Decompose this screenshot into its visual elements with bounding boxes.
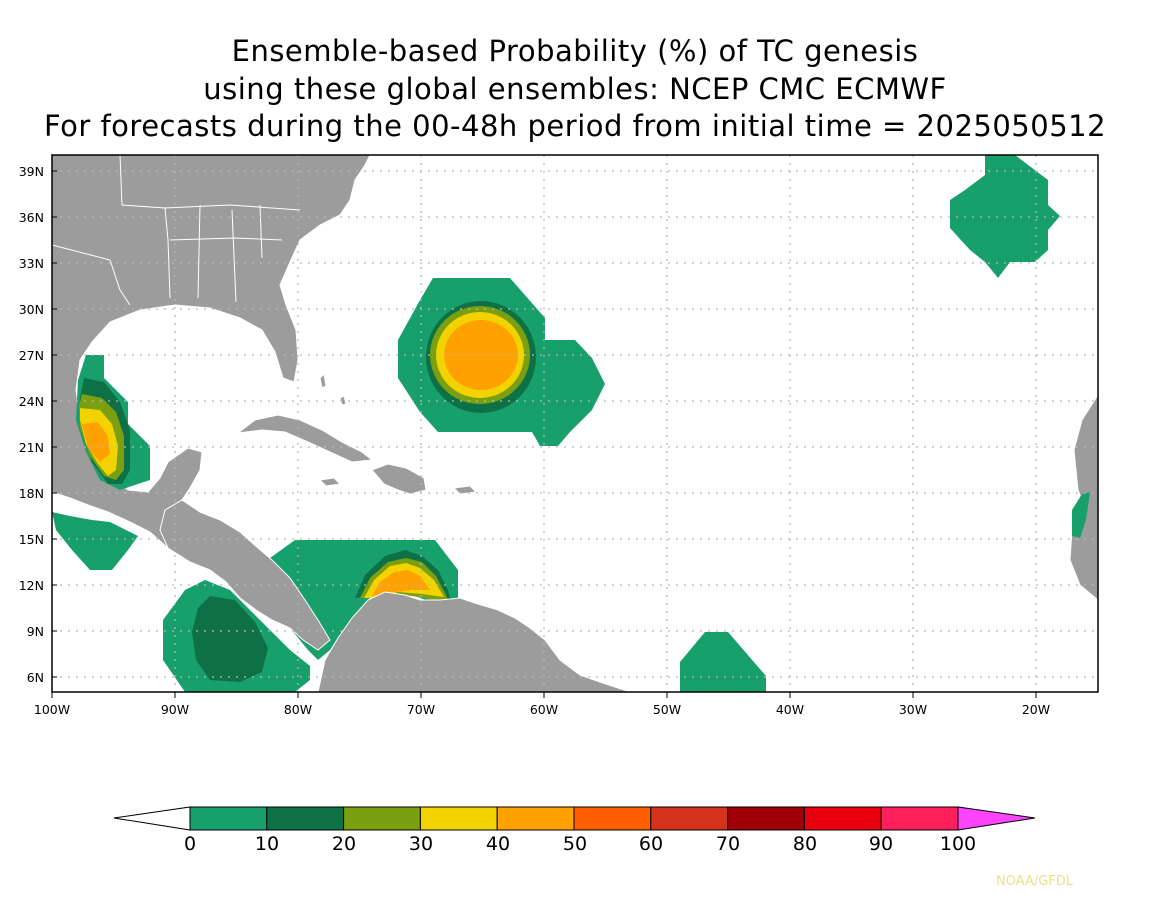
colorbar-label: 70	[716, 833, 740, 855]
colorbar-boxes	[189, 806, 959, 831]
lat-label: 36N	[19, 210, 44, 225]
east-pacific-genesis-region	[163, 580, 310, 692]
lon-label: 30W	[899, 702, 927, 717]
colorbar-swatch	[650, 806, 729, 831]
lon-label: 20W	[1022, 702, 1050, 717]
lon-label: 40W	[776, 702, 804, 717]
lat-label: 21N	[19, 440, 44, 455]
lon-label: 90W	[161, 702, 189, 717]
lon-label: 60W	[530, 702, 558, 717]
title-line-2: using these global ensembles: NCEP CMC E…	[203, 72, 947, 106]
colorbar-label: 30	[409, 833, 433, 855]
colorbar-swatch	[496, 806, 575, 831]
colorbar-label: 10	[255, 833, 279, 855]
colorbar-label: 20	[332, 833, 356, 855]
axis-ticks	[51, 170, 1037, 698]
hispaniola-land	[371, 463, 427, 495]
colorbar-label: 50	[563, 833, 587, 855]
lat-label: 39N	[19, 164, 44, 179]
colorbar-swatch	[803, 806, 882, 831]
colorbar-label: 40	[486, 833, 510, 855]
lat-label: 12N	[19, 578, 44, 593]
colorbar-swatch	[189, 806, 268, 831]
colorbar-label: 80	[793, 833, 817, 855]
jamaica-land	[318, 477, 342, 487]
lat-label: 9N	[27, 624, 44, 639]
title-line-3: For forecasts during the 00-48h period f…	[43, 109, 1107, 143]
latitude-labels: 39N 36N 33N 30N 27N 24N 21N 18N 15N 12N …	[19, 164, 44, 685]
tropical-atlantic-genesis-region	[680, 632, 766, 692]
gulf-mexico-genesis-region	[76, 355, 150, 490]
cuba-land	[236, 414, 374, 463]
colorbar-label: 60	[639, 833, 663, 855]
lat-label: 30N	[19, 302, 44, 317]
colorbar-swatch	[266, 806, 345, 831]
title-line-1: Ensemble-based Probability (%) of TC gen…	[231, 34, 919, 68]
atlantic-genesis-region	[398, 278, 605, 446]
pacific-mexico-genesis-region	[52, 512, 138, 570]
lat-label: 33N	[19, 256, 44, 271]
lon-label: 80W	[284, 702, 312, 717]
colorbar-over-triangle	[957, 806, 1036, 831]
colorbar-labels: 0 10 20 30 40 50 60 70 80 90 100	[184, 833, 976, 855]
lat-label: 18N	[19, 486, 44, 501]
credit-text: NOAA/GFDL	[996, 874, 1074, 889]
colorbar-swatch	[880, 806, 959, 831]
colorbar-swatch	[419, 806, 498, 831]
bahamas-land	[319, 372, 347, 406]
colorbar: 0 10 20 30 40 50 60 70 80 90 100	[113, 806, 1036, 855]
colorbar-label: 0	[184, 833, 196, 855]
africa-coast-genesis-region	[1072, 492, 1090, 538]
puerto-rico-land	[452, 485, 478, 495]
lon-label: 100W	[34, 702, 70, 717]
lat-label: 6N	[27, 670, 44, 685]
lon-label: 50W	[653, 702, 681, 717]
land-overlay	[159, 499, 631, 692]
colorbar-label: 100	[940, 833, 976, 855]
colorbar-swatch	[343, 806, 421, 831]
colorbar-label: 90	[869, 833, 893, 855]
colorbar-under-triangle	[113, 806, 191, 831]
lat-label: 27N	[19, 348, 44, 363]
lon-label: 70W	[407, 702, 435, 717]
lat-label: 15N	[19, 532, 44, 547]
map-frame	[51, 154, 1099, 693]
map-area	[52, 155, 1098, 692]
lat-label: 24N	[19, 394, 44, 409]
colorbar-swatch	[573, 806, 652, 831]
lat-lon-grid	[52, 155, 1098, 692]
longitude-labels: 100W 90W 80W 70W 60W 50W 40W 30W 20W	[34, 702, 1050, 717]
colorbar-swatch	[727, 806, 805, 831]
